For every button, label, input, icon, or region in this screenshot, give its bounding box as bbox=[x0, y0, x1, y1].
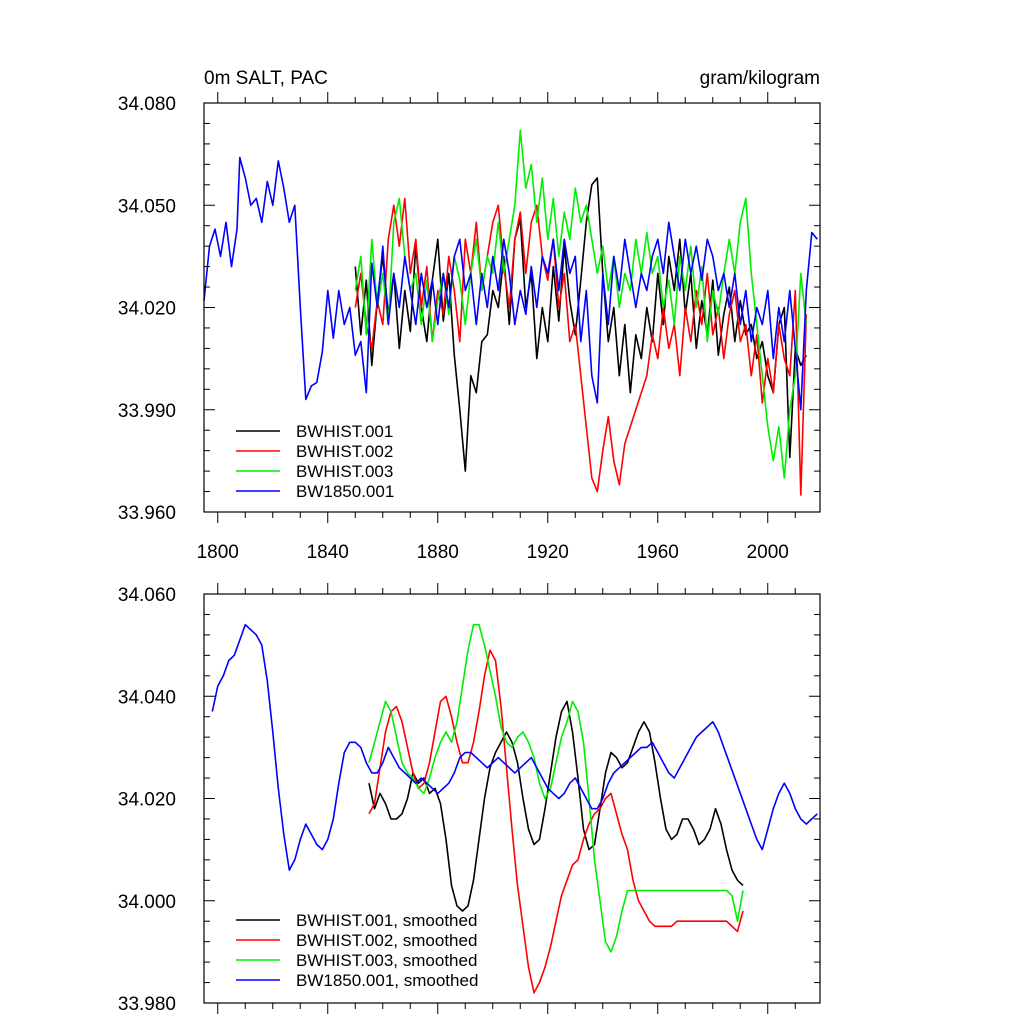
legend-label: BWHIST.001, smoothed bbox=[296, 911, 477, 930]
x-tick-label: 1960 bbox=[637, 542, 679, 563]
series-line bbox=[354, 129, 808, 479]
bottom-panel: 33.980 34.000 34.020 34.040 34.060 BWHIST.001… bbox=[118, 583, 821, 1015]
legend-label: BWHIST.002 bbox=[296, 442, 393, 461]
series-line bbox=[211, 623, 818, 871]
legend-label: BWHIST.003 bbox=[296, 462, 393, 481]
top-panel: 0m SALT, PAC gram/kilogram 33.960 33.990 3… bbox=[118, 68, 821, 563]
series-line bbox=[368, 649, 744, 994]
y-tick-label: 33.990 bbox=[118, 401, 176, 422]
y-tick-label: 33.960 bbox=[118, 503, 176, 524]
y-tick-label: 33.980 bbox=[118, 994, 176, 1015]
legend-label: BWHIST.001 bbox=[296, 422, 393, 441]
x-tick-label: 1920 bbox=[527, 542, 569, 563]
x-tick-label: 1800 bbox=[197, 542, 239, 563]
y-tick-label: 34.040 bbox=[118, 687, 176, 708]
units-label: gram/kilogram bbox=[700, 68, 820, 89]
legend-label: BW1850.001, smoothed bbox=[296, 971, 478, 990]
y-tick-label: 34.050 bbox=[118, 196, 176, 217]
legend-label: BWHIST.002, smoothed bbox=[296, 931, 477, 950]
y-tick-label: 34.080 bbox=[118, 94, 176, 115]
series-line bbox=[203, 156, 818, 411]
y-tick-label: 34.020 bbox=[118, 790, 176, 811]
y-tick-label: 34.060 bbox=[118, 585, 176, 606]
legend-label: BWHIST.003, smoothed bbox=[296, 951, 477, 970]
x-tick-label: 1880 bbox=[417, 542, 459, 563]
x-tick-label: 1840 bbox=[307, 542, 349, 563]
legend-label: BW1850.001 bbox=[296, 482, 394, 501]
series-line bbox=[368, 623, 744, 953]
y-tick-label: 34.000 bbox=[118, 892, 176, 913]
series-line bbox=[368, 700, 744, 912]
chart-title: 0m SALT, PAC bbox=[204, 68, 328, 89]
y-tick-label: 34.020 bbox=[118, 299, 176, 320]
x-tick-label: 2000 bbox=[747, 542, 789, 563]
